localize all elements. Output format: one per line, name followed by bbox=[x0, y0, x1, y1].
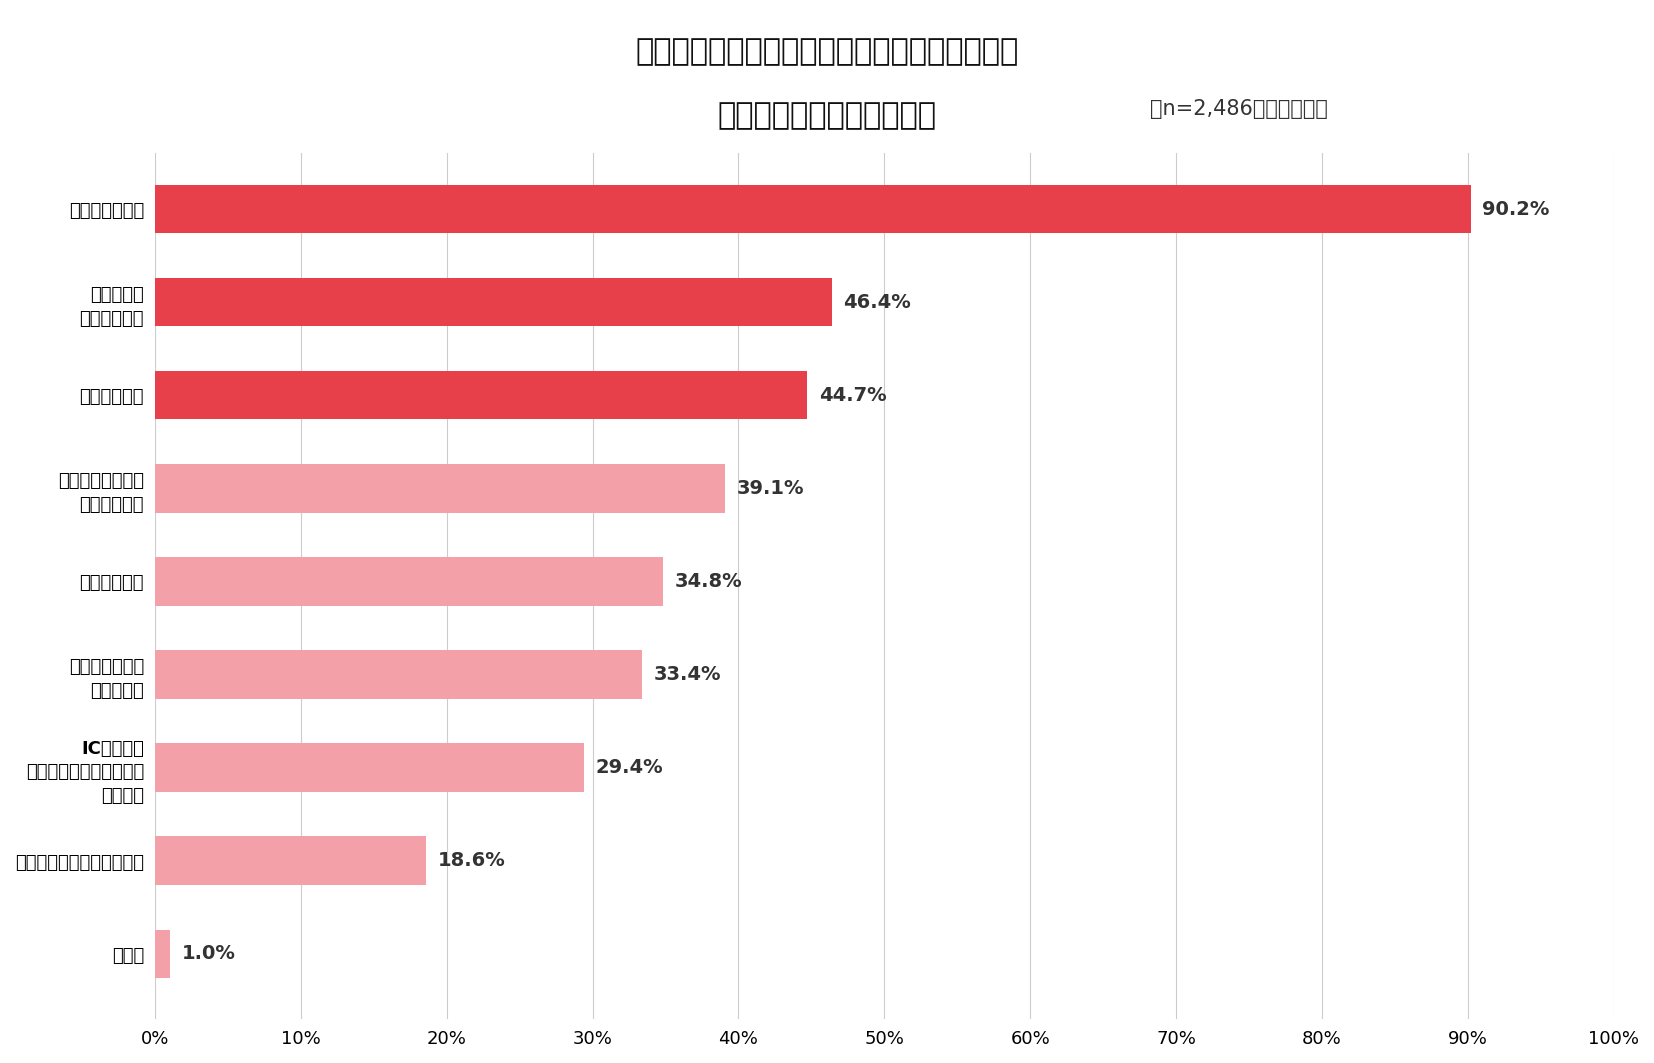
Text: 現在、公共交通機関を使用する際に行っている: 現在、公共交通機関を使用する際に行っている bbox=[635, 37, 1019, 66]
Bar bbox=[155, 465, 726, 512]
Text: 18.6%: 18.6% bbox=[438, 851, 506, 871]
Text: 44.7%: 44.7% bbox=[819, 386, 887, 405]
Text: （n=2,486　複数回答）: （n=2,486 複数回答） bbox=[1150, 99, 1328, 119]
Bar bbox=[155, 371, 807, 420]
Bar bbox=[155, 743, 584, 792]
Bar bbox=[155, 557, 663, 606]
Bar bbox=[155, 651, 642, 698]
Text: 34.8%: 34.8% bbox=[675, 572, 743, 591]
Text: 90.2%: 90.2% bbox=[1482, 200, 1550, 219]
Text: 46.4%: 46.4% bbox=[844, 292, 911, 311]
Text: 39.1%: 39.1% bbox=[738, 478, 804, 497]
Bar bbox=[155, 185, 1470, 233]
Text: 29.4%: 29.4% bbox=[595, 758, 663, 777]
Text: 1.0%: 1.0% bbox=[182, 944, 235, 963]
Bar bbox=[155, 929, 170, 978]
Bar bbox=[155, 837, 427, 884]
Text: 感染対策を教えてください: 感染対策を教えてください bbox=[718, 101, 936, 130]
Text: 33.4%: 33.4% bbox=[653, 665, 721, 684]
Bar bbox=[155, 277, 832, 326]
